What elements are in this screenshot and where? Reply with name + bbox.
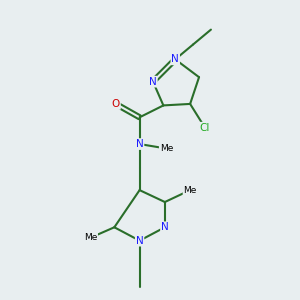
Text: Me: Me xyxy=(84,233,97,242)
Text: Me: Me xyxy=(183,186,197,195)
Text: N: N xyxy=(161,222,169,232)
Text: N: N xyxy=(149,76,157,87)
Text: N: N xyxy=(171,54,179,64)
Text: Cl: Cl xyxy=(200,123,210,133)
Text: N: N xyxy=(136,236,143,246)
Text: Me: Me xyxy=(160,144,173,153)
Text: N: N xyxy=(136,139,143,149)
Text: O: O xyxy=(112,99,120,109)
